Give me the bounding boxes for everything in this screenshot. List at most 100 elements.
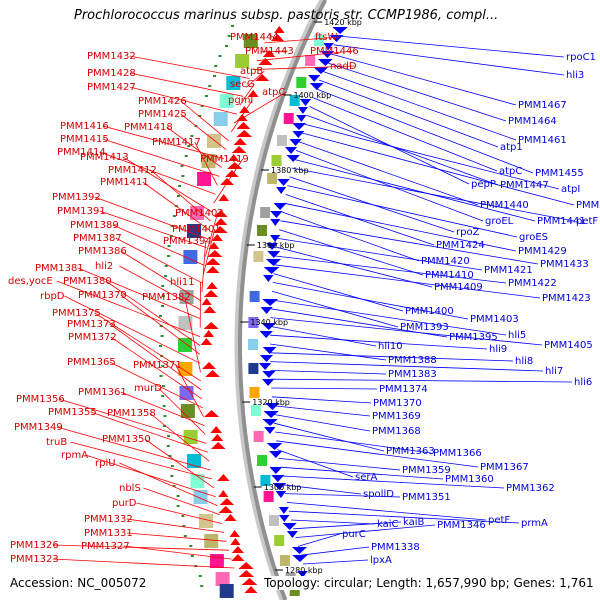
reverse-label-leader [318, 79, 499, 148]
reverse-feature-arrow [291, 547, 307, 554]
category-block-reverse [305, 55, 316, 66]
forward-label-leader [52, 544, 230, 551]
reverse-label-leader [270, 334, 488, 350]
reverse-feature-arrow [276, 187, 287, 194]
reverse-feature-arrow [263, 267, 280, 274]
reverse-label-leader [273, 414, 371, 432]
reverse-label-leader [275, 431, 432, 454]
reverse-feature-arrow [277, 179, 290, 186]
gc-tick-marker [190, 555, 194, 557]
reverse-label-leader [285, 493, 401, 498]
reverse-gene-label: PMM1346 [437, 520, 486, 531]
category-block-reverse [248, 363, 259, 374]
reverse-feature-arrow [265, 259, 282, 266]
reverse-gene-label: PMM1424 [436, 240, 485, 251]
forward-label-leader [126, 518, 225, 533]
reverse-label-leader [270, 370, 387, 375]
category-block-reverse [257, 225, 267, 236]
gc-tick-marker [170, 465, 174, 467]
gc-tick-marker [161, 305, 164, 307]
gc-tick-marker [172, 485, 176, 487]
gc-tick-marker [182, 525, 186, 527]
forward-feature-arrow [202, 362, 216, 369]
genome-summary-text: Topology: circular; Length: 1,657,990 bp… [262, 576, 596, 590]
category-block-forward [180, 404, 195, 418]
reverse-feature-arrow [313, 67, 329, 74]
reverse-label-leader [278, 229, 424, 276]
reverse-feature-arrow [332, 27, 348, 34]
forward-label-leader [136, 502, 222, 524]
forward-gene-label: PMM1326 [10, 540, 59, 551]
reverse-gene-label: spollD [363, 489, 394, 500]
reverse-gene-label: petF [488, 515, 510, 526]
forward-label-leader [143, 487, 220, 515]
reverse-gene-label: petF [576, 216, 598, 227]
reverse-label-leader [283, 202, 517, 252]
reverse-gene-label: serA [355, 472, 377, 483]
forward-feature-arrow [204, 410, 220, 417]
reverse-feature-arrow [309, 83, 324, 90]
category-block-forward [197, 172, 212, 186]
gc-tick-marker [166, 445, 170, 447]
reverse-feature-arrow [278, 507, 289, 514]
gc-tick-marker [167, 255, 171, 257]
forward-label-leader [268, 33, 273, 38]
forward-label-leader [239, 83, 255, 106]
forward-gene-label: PMM1380 [63, 276, 112, 287]
forward-label-leader [99, 151, 216, 195]
reverse-label-leader [274, 422, 385, 452]
reverse-label-leader [303, 123, 560, 190]
reverse-label-leader [270, 317, 543, 346]
category-block-reverse [279, 555, 290, 566]
forward-label-leader [213, 158, 244, 204]
forward-label-leader [109, 323, 202, 391]
forward-label-leader [175, 364, 204, 417]
forward-feature-arrow [231, 546, 244, 553]
reverse-label-leader [303, 559, 369, 565]
forward-gene-label: PMM1381 [35, 263, 84, 274]
backbone-arc [238, 0, 328, 600]
forward-gene-label: PMM1361 [78, 387, 127, 398]
reverse-feature-arrow [292, 123, 306, 130]
forward-gene-label: murD [134, 383, 162, 394]
forward-gene-label: secG [230, 79, 255, 90]
reverse-feature-arrow [282, 523, 297, 530]
reverse-gene-label: PMM1405 [544, 340, 593, 351]
category-block-reverse [249, 387, 260, 398]
forward-label-leader [184, 296, 201, 373]
reverse-gene-label: PMM1410 [425, 270, 474, 281]
forward-feature-arrow [255, 74, 270, 81]
reverse-gene-label: rpoC1 [566, 52, 596, 63]
forward-feature-arrow [225, 170, 239, 177]
forward-feature-arrow [205, 370, 221, 377]
forward-gene-label: PMM1427 [87, 82, 136, 93]
reverse-feature-arrow [296, 115, 307, 122]
gc-tick-marker [181, 175, 185, 177]
forward-label-leader [119, 265, 201, 311]
reverse-label-leader [295, 150, 484, 222]
gc-tick-marker [169, 235, 173, 237]
forward-feature-arrow [203, 290, 219, 297]
forward-gene-label: PMM1323 [10, 554, 59, 565]
reverse-label-leader [276, 246, 433, 288]
forward-label-leader [142, 181, 210, 231]
category-block-forward [187, 224, 201, 238]
tick-group: 1400 kbp 1380 kbp 1360 kbp 1340 kbp 1320 kbp… [240, 18, 362, 575]
forward-label-leader [129, 86, 237, 115]
reverse-label-leader [295, 524, 436, 538]
reverse-gene-label: PMM1383 [388, 369, 437, 380]
gc-tick-marker [184, 155, 188, 157]
reverse-gene-label: groES [519, 232, 548, 243]
gc-tick-marker [176, 495, 180, 497]
reverse-gene-label: PMM1464 [508, 116, 557, 127]
reverse-gene-label: PMM1374 [379, 384, 428, 395]
reverse-label-leader [276, 440, 479, 468]
forward-gene-label: PMM1350 [102, 434, 151, 445]
gc-tick-marker [162, 385, 166, 387]
forward-label-leader [70, 441, 213, 480]
reverse-feature-arrow [258, 363, 272, 370]
forward-feature-arrow [227, 162, 243, 169]
reverse-gene-label: PMM1360 [445, 474, 494, 485]
forward-label-leader [90, 411, 208, 453]
forward-label-leader [201, 240, 207, 293]
